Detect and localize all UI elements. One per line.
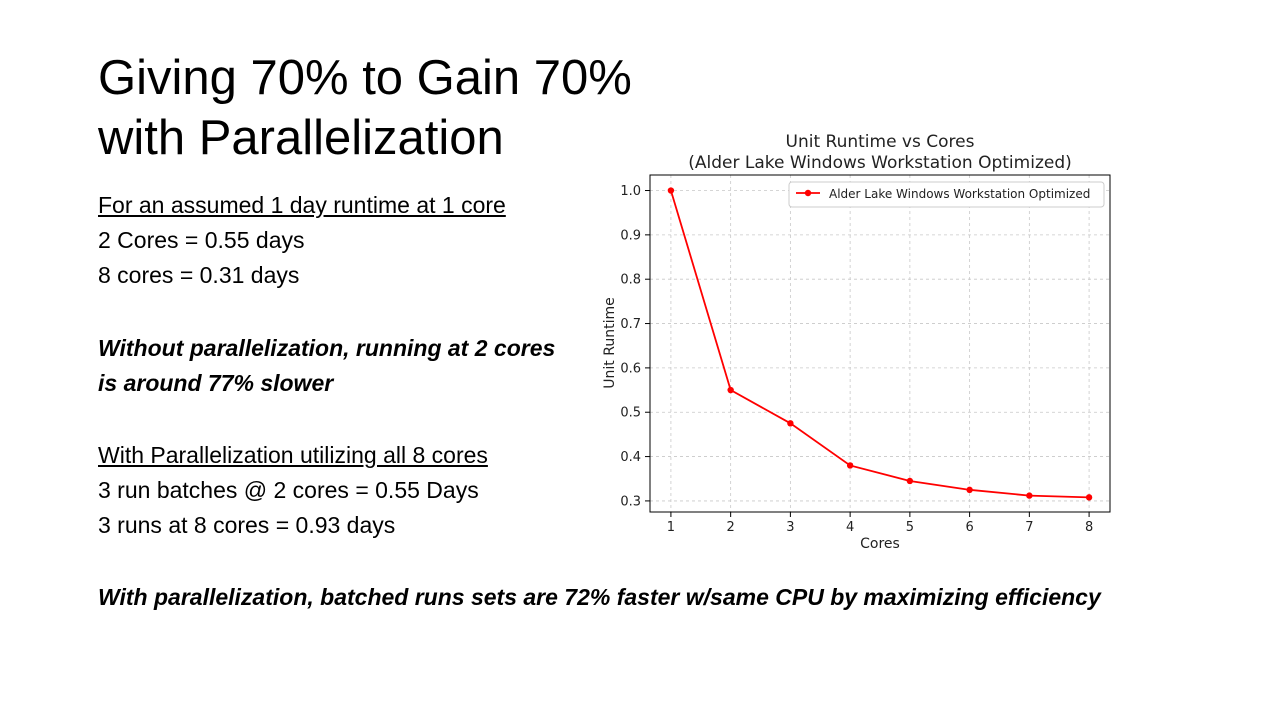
runtime-line-chart: Unit Runtime vs Cores (Alder Lake Window… xyxy=(602,132,1111,552)
y-tick-label: 0.6 xyxy=(620,361,641,376)
slide-title: Giving 70% to Gain 70% with Parallelizat… xyxy=(98,48,632,168)
legend-box xyxy=(788,181,1105,208)
legend-label: Alder Lake Windows Workstation Optimized xyxy=(829,187,1090,201)
batch-runs-line: 3 run batches @ 2 cores = 0.55 Days xyxy=(98,477,479,503)
x-tick-label: 3 xyxy=(786,520,794,535)
x-tick-label: 5 xyxy=(906,520,914,535)
plot-area-frame xyxy=(649,174,1111,513)
x-tick-label: 4 xyxy=(846,520,854,535)
two-core-runtime: 2 Cores = 0.55 days xyxy=(98,227,305,253)
y-axis-label: Unit Runtime xyxy=(602,297,618,388)
axis-ticks: 1 2 3 4 5 6 7 8 0.3 0.4 0.5 0.6 0.7 0.8 0.9 1.0 xyxy=(620,184,1093,535)
emphasis-line-1: Without parallelization, running at 2 co… xyxy=(98,335,556,361)
series-line xyxy=(670,190,1090,499)
chart-legend: Alder Lake Windows Workstation Optimized xyxy=(788,181,1105,208)
chart-grid xyxy=(650,175,1110,512)
data-point xyxy=(667,187,675,194)
emphasis-line-2: is around 77% slower xyxy=(98,370,334,396)
legend-marker-swatch xyxy=(804,189,812,197)
conclusion-text: With parallelization, batched runs sets … xyxy=(98,584,1101,610)
x-tick-label: 2 xyxy=(727,520,735,535)
data-point xyxy=(727,386,734,394)
x-tick-label: 6 xyxy=(965,520,973,535)
eight-core-runtime: 8 cores = 0.31 days xyxy=(98,262,300,288)
data-point xyxy=(787,420,794,427)
data-point xyxy=(906,477,914,485)
y-tick-label: 0.9 xyxy=(620,228,641,243)
y-tick-label: 0.7 xyxy=(620,317,641,332)
chart-title-line-1: Unit Runtime vs Cores xyxy=(786,132,975,152)
data-point xyxy=(846,462,854,469)
y-tick-label: 0.8 xyxy=(620,273,641,288)
chart-title-line-2: (Alder Lake Windows Workstation Optimize… xyxy=(688,153,1072,173)
x-tick-label: 8 xyxy=(1085,520,1093,535)
data-point xyxy=(1085,494,1093,501)
y-tick-label: 1.0 xyxy=(620,184,641,199)
data-point xyxy=(1026,492,1033,499)
slide-title-line-2: with Parallelization xyxy=(98,111,504,165)
eight-core-runs-line: 3 runs at 8 cores = 0.93 days xyxy=(98,512,396,538)
x-tick-label: 1 xyxy=(667,520,675,535)
x-axis-label: Cores xyxy=(860,536,900,552)
slide-title-line-1: Giving 70% to Gain 70% xyxy=(98,51,632,105)
y-tick-label: 0.5 xyxy=(620,406,641,421)
y-tick-label: 0.4 xyxy=(620,450,641,465)
data-point xyxy=(966,486,973,494)
data-series xyxy=(667,187,1093,501)
parallelization-heading: With Parallelization utilizing all 8 cor… xyxy=(98,442,488,468)
x-tick-label: 7 xyxy=(1025,520,1033,535)
y-tick-label: 0.3 xyxy=(620,494,641,509)
runtime-assumption-heading: For an assumed 1 day runtime at 1 core xyxy=(98,192,506,218)
